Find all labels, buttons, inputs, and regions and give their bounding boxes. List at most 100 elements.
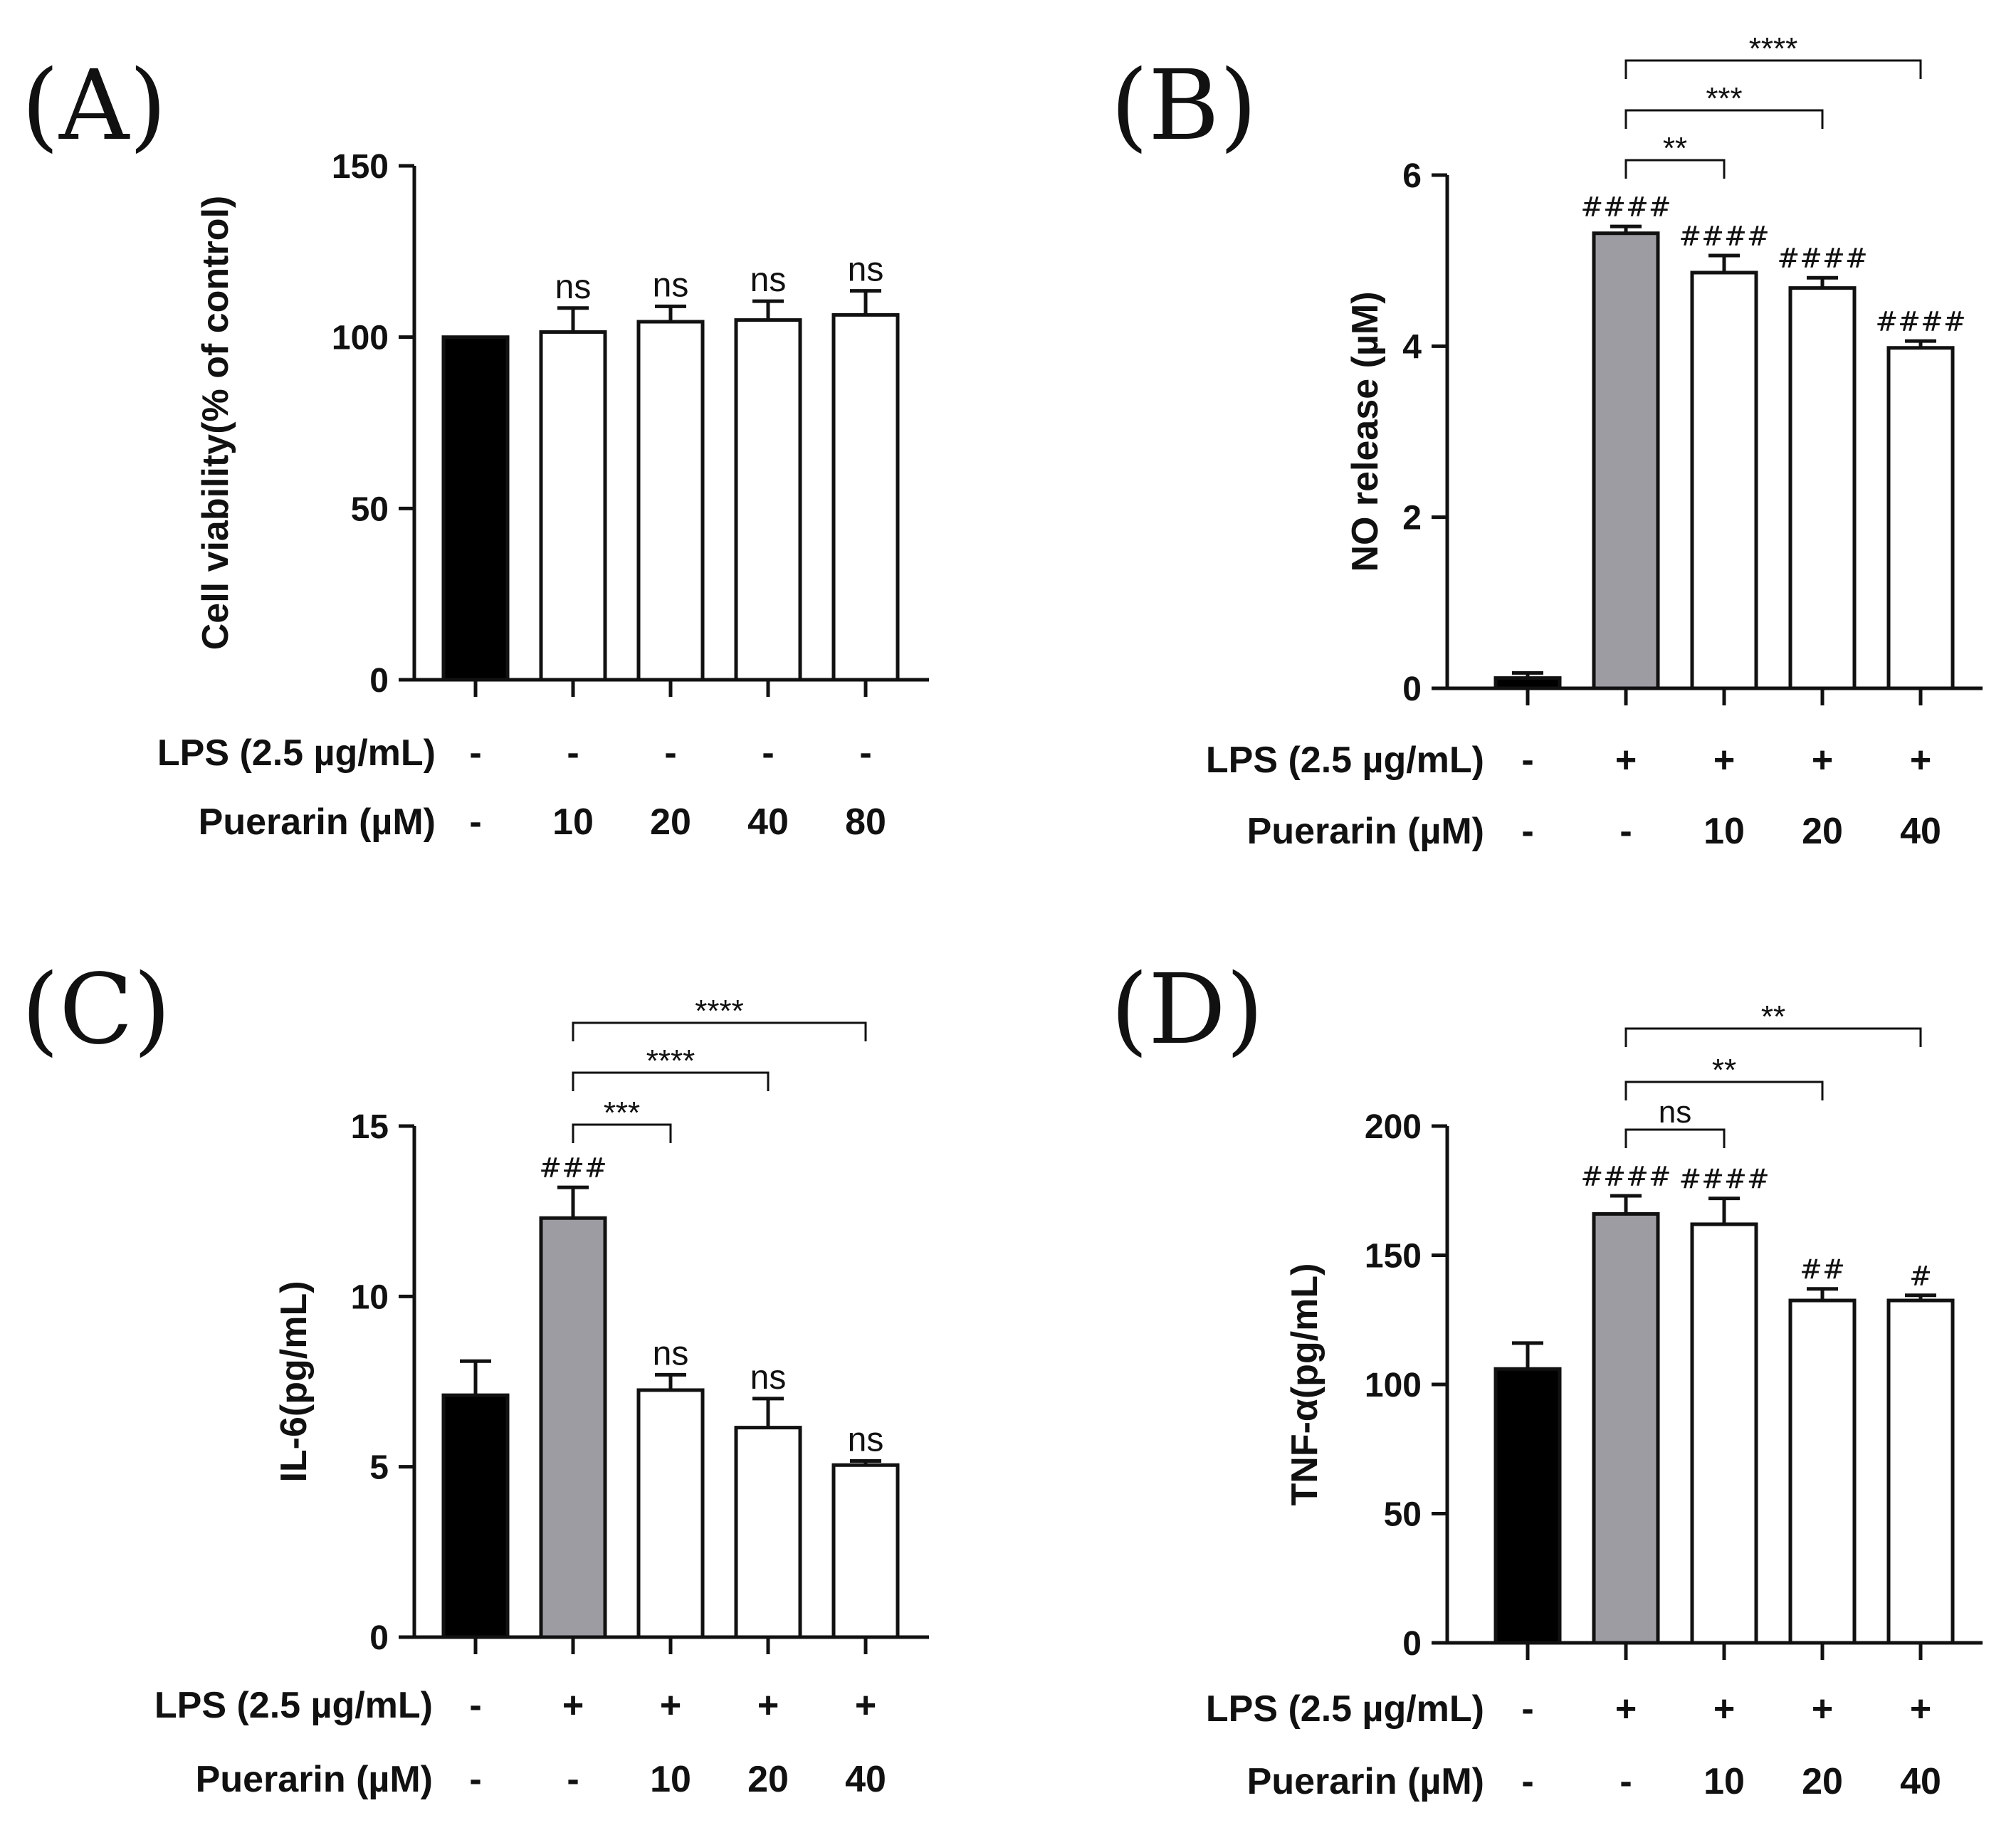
bar [1788,1298,1857,1645]
condition-value: + [757,1685,779,1726]
significance-hash: ### [539,1152,607,1184]
condition-value: - [567,1759,579,1800]
bracket-label: ** [1761,999,1785,1034]
condition-value: 20 [1802,811,1843,852]
condition-value: - [664,732,676,774]
y-axis-title: Cell viability(% of control) [195,196,236,651]
significance-label: ns [750,1359,787,1397]
bracket-label: *** [1706,81,1742,116]
significance-hash: #### [1679,221,1769,252]
condition-value: + [1910,1688,1931,1730]
condition-value: - [1521,1761,1533,1802]
significance-bracket [1624,1027,1922,1047]
condition-label: Puerarin (µM) [196,1759,433,1800]
y-tick-label: 150 [332,148,389,186]
bar [831,1463,900,1639]
bar [1493,676,1562,690]
condition-value: - [1521,740,1533,781]
condition-value: - [469,1759,481,1800]
significance-bracket [572,1021,867,1041]
bracket-label: ** [1712,1053,1736,1088]
y-tick-label: 200 [1365,1108,1422,1146]
condition-value: 10 [552,801,594,843]
y-axis-title: NO release (µM) [1345,291,1386,572]
panel-letter: (D) [1111,954,1264,1066]
significance-bracket [1624,159,1726,179]
significance-label: ns [653,1335,689,1372]
condition-value: 20 [747,1759,789,1800]
condition-value: - [567,732,579,774]
condition-value: 20 [1802,1761,1843,1802]
significance-bracket [572,1071,770,1091]
significance-bracket [1624,59,1922,79]
condition-label: Puerarin (µM) [199,801,436,843]
significance-hash: #### [1875,306,1965,337]
condition-value: - [469,732,481,774]
significance-bracket [1624,1081,1824,1100]
significance-bracket [572,1123,672,1143]
condition-value: + [660,1685,681,1726]
condition-value: + [562,1685,584,1726]
y-tick-label: 2 [1402,500,1422,537]
y-axis-title: TNF-α(pg/mL) [1284,1263,1325,1506]
bar [539,1216,607,1639]
condition-value: - [1521,811,1533,852]
y-tick-label: 50 [351,490,389,528]
bar [1886,346,1955,690]
y-axis-title: IL-6(pg/mL) [273,1281,315,1482]
bar [734,318,802,682]
condition-label: Puerarin (µM) [1247,811,1484,852]
bracket-label: **** [695,994,744,1029]
y-tick-label: 6 [1402,157,1422,195]
condition-value: - [859,732,871,774]
condition-value: - [469,1685,481,1726]
bracket-label: **** [1749,31,1798,66]
bar [636,320,705,682]
y-tick-label: 0 [369,1619,389,1657]
condition-value: + [855,1685,876,1726]
bracket-label: ** [1663,131,1687,166]
condition-value: + [1615,1688,1637,1730]
condition-value: - [469,801,481,843]
condition-label: LPS (2.5 µg/mL) [1206,1688,1484,1730]
condition-value: + [1910,740,1931,781]
condition-value: - [1619,1761,1632,1802]
significance-hash: ## [1800,1254,1845,1286]
panel-1: (B) 0 2 4 6 NO release (µM) #### #### #### #### LP… [1111,31,1983,852]
y-tick-label: 0 [1402,671,1422,708]
condition-value: + [1812,1688,1833,1730]
bar [441,335,510,682]
bar [1788,286,1857,690]
significance-label: ns [750,261,787,299]
bar [1493,1367,1562,1645]
significance-bracket [1624,109,1824,129]
y-tick-label: 100 [1365,1367,1422,1404]
y-tick-label: 4 [1402,328,1422,366]
condition-value: 10 [1703,1761,1745,1802]
y-tick-label: 10 [351,1278,389,1316]
significance-hash: #### [1580,191,1671,223]
bar [636,1388,705,1639]
panel-letter: (B) [1111,50,1257,162]
condition-value: 40 [1900,1761,1941,1802]
panel-2: (C) 0 5 10 15 IL-6(pg/mL) ### ns ns ns LPS (2.5 µg… [21,954,929,1800]
significance-label: ns [555,268,592,306]
condition-value: + [1615,740,1637,781]
bar [539,330,607,682]
bracket-label: *** [604,1095,640,1130]
y-tick-label: 150 [1365,1238,1422,1276]
condition-label: Puerarin (µM) [1247,1761,1484,1802]
condition-value: 80 [845,801,886,843]
significance-label: ns [653,266,689,304]
bar [1592,1211,1660,1645]
y-tick-label: 0 [1402,1625,1422,1663]
significance-label: ns [848,1421,884,1459]
bracket-label: ns [1659,1095,1691,1130]
condition-label: LPS (2.5 µg/mL) [154,1685,433,1726]
significance-hash: # [1909,1261,1932,1292]
panel-letter: (A) [21,50,167,162]
y-tick-label: 100 [332,320,389,357]
y-tick-label: 0 [369,662,389,700]
